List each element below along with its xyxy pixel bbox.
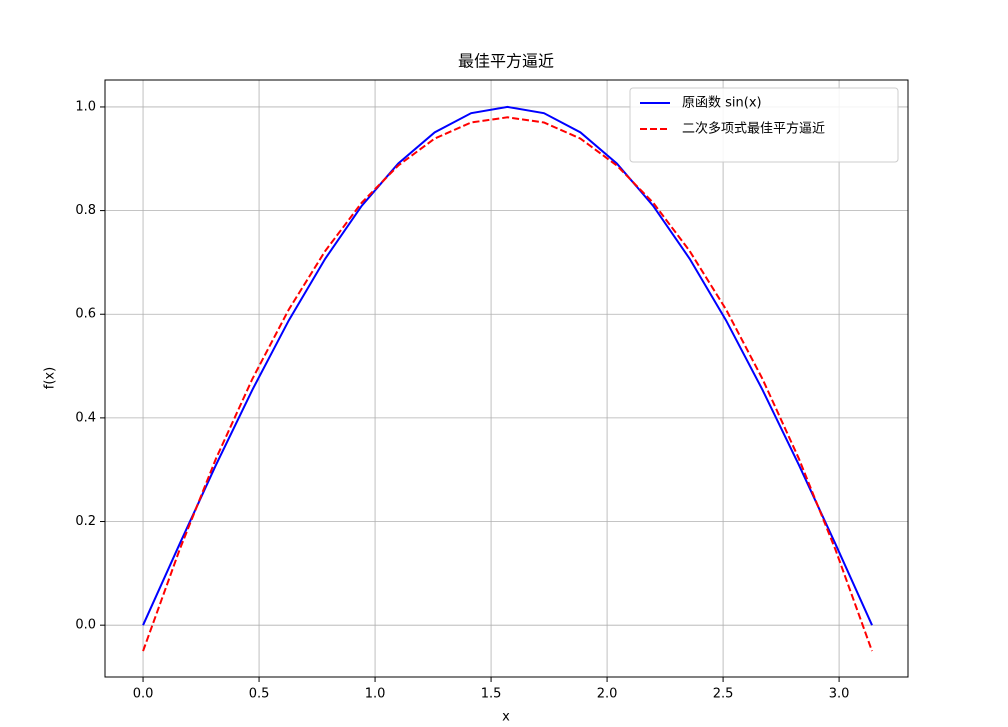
x-tick-label: 0.5 — [249, 687, 270, 702]
y-tick-label: 0.0 — [75, 618, 96, 633]
legend-label: 原函数 sin(x) — [682, 96, 762, 111]
x-tick-label: 1.0 — [365, 687, 386, 702]
y-tick-label: 0.4 — [75, 410, 96, 425]
legend-label: 二次多项式最佳平方逼近 — [682, 121, 825, 137]
x-axis-label: x — [502, 710, 510, 725]
x-tick-label: 0.0 — [133, 687, 154, 702]
chart-title: 最佳平方逼近 — [458, 52, 554, 71]
legend-box — [629, 87, 899, 163]
line-series — [142, 116, 873, 652]
y-tick-label: 0.8 — [75, 203, 96, 218]
y-tick-label: 0.2 — [75, 514, 96, 529]
y-tick-label: 1.0 — [75, 99, 96, 114]
plot-frame — [104, 79, 909, 678]
x-tick-label: 2.5 — [713, 687, 734, 702]
x-tick-label: 2.0 — [597, 687, 618, 702]
line-series — [142, 105, 873, 626]
y-tick-label: 0.6 — [75, 307, 96, 322]
y-axis-label: f(x) — [43, 367, 58, 389]
legend: 原函数 sin(x) 二次多项式最佳平方逼近 — [629, 87, 899, 163]
x-tick-label: 3.0 — [829, 687, 850, 702]
x-tick-label: 1.5 — [481, 687, 502, 702]
